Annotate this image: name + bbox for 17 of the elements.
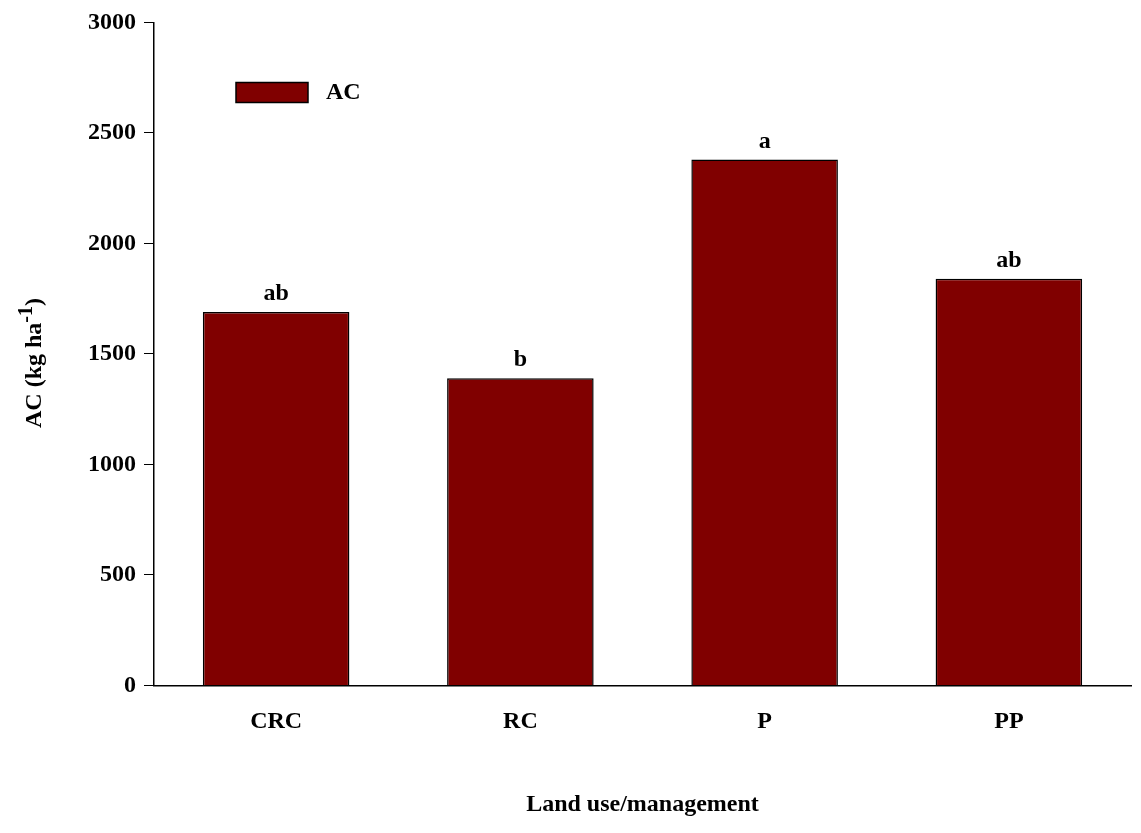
x-tick-label: RC [503, 707, 538, 733]
y-tick-label: 2000 [88, 228, 136, 255]
y-tick-label: 500 [100, 560, 136, 587]
annotation: ab [996, 245, 1022, 272]
x-axis-title: Land use/management [526, 789, 759, 816]
y-tick-label: 0 [124, 670, 136, 697]
y-tick-label: 1500 [88, 339, 136, 366]
x-tick-label: PP [994, 707, 1024, 733]
annotation: a [758, 126, 771, 153]
y-tick-label: 1000 [88, 449, 136, 476]
annotation: ab [263, 279, 289, 306]
legend-label: AC [326, 77, 361, 104]
y-tick-label: 2500 [88, 118, 136, 145]
y-tick-label: 3000 [88, 7, 136, 34]
annotation: b [513, 345, 528, 372]
x-tick-label: P [757, 707, 772, 733]
x-tick-label: CRC [250, 707, 303, 733]
